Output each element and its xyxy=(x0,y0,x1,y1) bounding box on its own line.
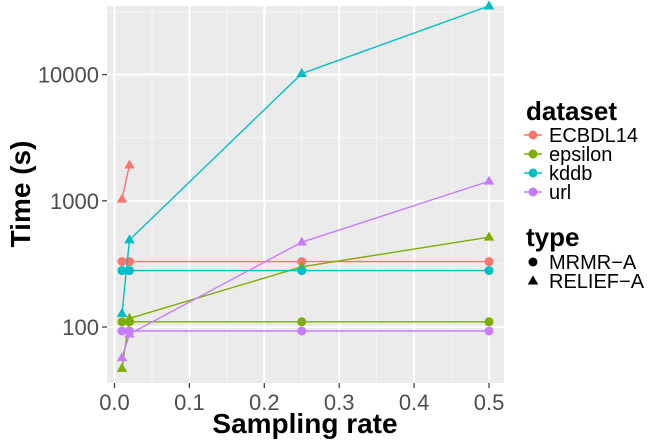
data-point xyxy=(116,352,128,362)
data-point xyxy=(297,317,307,327)
legend-entry-epsilon: epsilon xyxy=(524,144,612,166)
series-line xyxy=(121,180,490,359)
x-tick-label: 0.4 xyxy=(399,390,430,415)
data-point xyxy=(483,0,495,10)
legend-entry-triangle: RELIEF−A xyxy=(527,271,645,293)
data-point xyxy=(296,236,308,246)
legend-entry-kddb: kddb xyxy=(524,163,592,185)
data-point xyxy=(117,266,127,276)
legend-dot xyxy=(528,187,538,197)
legend-label: kddb xyxy=(549,163,592,185)
data-point xyxy=(484,257,494,267)
x-tick-label: 0.5 xyxy=(474,390,505,415)
data-point xyxy=(297,266,307,276)
data-point xyxy=(116,307,128,317)
legend-dot xyxy=(528,130,538,140)
data-point xyxy=(484,266,494,276)
x-tick-label: 0.2 xyxy=(249,390,280,415)
legend-entry-url: url xyxy=(524,182,571,204)
data-point xyxy=(484,326,494,336)
legend-shape-title: type xyxy=(526,222,579,252)
data-point xyxy=(116,362,128,372)
legend-entry-circle: MRMR−A xyxy=(528,252,637,274)
series-line xyxy=(121,236,490,369)
legend-dot xyxy=(528,168,538,178)
data-point xyxy=(124,234,135,244)
y-tick-label: 1000 xyxy=(50,189,99,214)
series-line xyxy=(121,5,490,314)
series-layer xyxy=(116,0,495,372)
legend-label: ECBDL14 xyxy=(549,125,638,147)
legend-circle-marker xyxy=(528,257,538,267)
x-axis-title: Sampling rate xyxy=(212,408,397,439)
data-point xyxy=(117,257,127,267)
grid-major xyxy=(107,6,504,383)
data-point xyxy=(124,328,135,338)
series-line xyxy=(121,164,131,200)
x-tick-label: 0.0 xyxy=(99,390,130,415)
y-axis: 100 1000 10000 xyxy=(38,63,107,340)
data-point xyxy=(116,193,128,203)
data-point xyxy=(484,317,494,327)
series-ecbdl14-relief-a xyxy=(116,159,135,203)
data-point xyxy=(297,326,307,336)
y-tick-label: 10000 xyxy=(38,63,99,88)
y-axis-title: Time (s) xyxy=(5,141,36,248)
series-url-relief-a xyxy=(116,175,495,362)
data-point xyxy=(483,175,495,185)
x-tick-label: 0.3 xyxy=(324,390,355,415)
data-point xyxy=(483,231,495,241)
series-kddb-relief-a xyxy=(116,0,495,317)
data-point xyxy=(117,317,127,327)
legend-label: MRMR−A xyxy=(549,252,637,274)
legend-triangle-marker xyxy=(527,275,539,285)
y-tick-label: 100 xyxy=(62,315,99,340)
x-tick-label: 0.1 xyxy=(174,390,205,415)
legend-color-title: dataset xyxy=(526,96,617,126)
legend-label: url xyxy=(549,182,571,204)
legend-label: epsilon xyxy=(549,144,612,166)
legend-dot xyxy=(528,149,538,159)
data-point xyxy=(296,67,308,78)
legend-entry-ecbdl14: ECBDL14 xyxy=(524,125,638,147)
data-point xyxy=(124,312,135,322)
legend-label: RELIEF−A xyxy=(549,271,645,293)
data-point xyxy=(124,159,135,169)
x-axis: 0.0 0.1 0.2 0.3 0.4 0.5 xyxy=(99,383,504,415)
data-point xyxy=(117,326,127,336)
